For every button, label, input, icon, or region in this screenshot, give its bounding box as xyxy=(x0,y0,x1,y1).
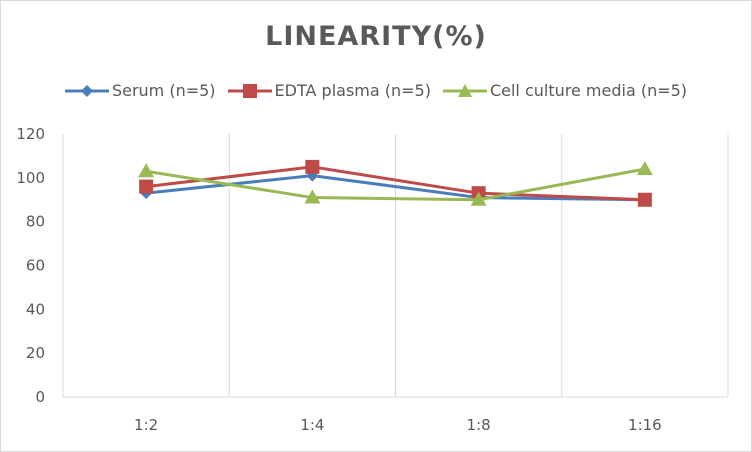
y-tick-label: 60 xyxy=(26,257,45,275)
legend-label: Serum (n=5) xyxy=(111,81,216,100)
y-tick-label: 0 xyxy=(35,388,45,406)
chart-title: LINEARITY(%) xyxy=(265,21,487,52)
data-point-2 xyxy=(304,189,321,204)
x-tick-label: 1:2 xyxy=(134,416,158,434)
data-point-2 xyxy=(470,191,487,206)
legend-square-icon xyxy=(227,83,272,98)
legend-item: Cell culture media (n=5) xyxy=(442,81,688,100)
legend-item: EDTA plasma (n=5) xyxy=(227,81,431,100)
x-tick-label: 1:8 xyxy=(467,416,491,434)
y-tick-label: 120 xyxy=(16,125,45,143)
series-line-1 xyxy=(145,165,645,202)
legend-label: EDTA plasma (n=5) xyxy=(274,81,431,100)
x-tick-label: 1:16 xyxy=(628,416,662,434)
data-point-2 xyxy=(636,161,653,176)
legend-item: Serum (n=5) xyxy=(64,81,216,100)
legend-diamond-icon xyxy=(64,84,109,97)
x-tick-label: 1:4 xyxy=(300,416,324,434)
data-point-1 xyxy=(305,159,320,174)
legend-label: Cell culture media (n=5) xyxy=(489,81,688,100)
y-tick-label: 20 xyxy=(26,344,45,362)
legend: Serum (n=5) EDTA plasma (n=5) Cell culture… xyxy=(1,81,751,100)
y-tick-label: 40 xyxy=(26,300,45,318)
data-point-1 xyxy=(139,179,154,194)
legend-triangle-icon xyxy=(442,83,487,97)
series-line-2 xyxy=(145,167,646,202)
data-point-1 xyxy=(637,192,652,207)
data-point-2 xyxy=(138,163,155,178)
y-tick-label: 100 xyxy=(16,169,45,187)
y-tick-label: 80 xyxy=(26,213,45,231)
